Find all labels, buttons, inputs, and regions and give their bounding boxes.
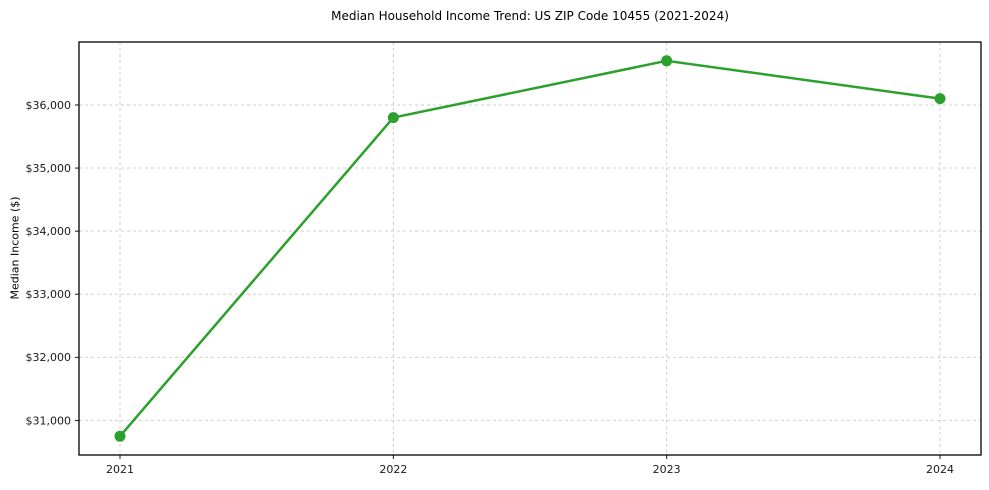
y-tick-label: $34,000	[26, 225, 72, 238]
y-tick-label: $33,000	[26, 288, 72, 301]
data-point-marker	[934, 93, 946, 105]
x-tick-label: 2024	[926, 463, 954, 476]
data-point-marker	[661, 55, 673, 67]
x-tick-label: 2023	[653, 463, 681, 476]
trend-line	[119, 59, 941, 438]
y-tick-label: $31,000	[26, 414, 72, 427]
plot-border	[78, 41, 982, 456]
y-tick-label: $35,000	[26, 162, 72, 175]
data-point-marker	[114, 430, 126, 442]
data-point-marker	[387, 112, 399, 124]
y-tick-label: $36,000	[26, 99, 72, 112]
x-tick-label: 2021	[106, 463, 134, 476]
y-tick-label: $32,000	[26, 351, 72, 364]
x-tick-label: 2022	[379, 463, 407, 476]
chart-title: Median Household Income Trend: US ZIP Co…	[331, 9, 729, 23]
